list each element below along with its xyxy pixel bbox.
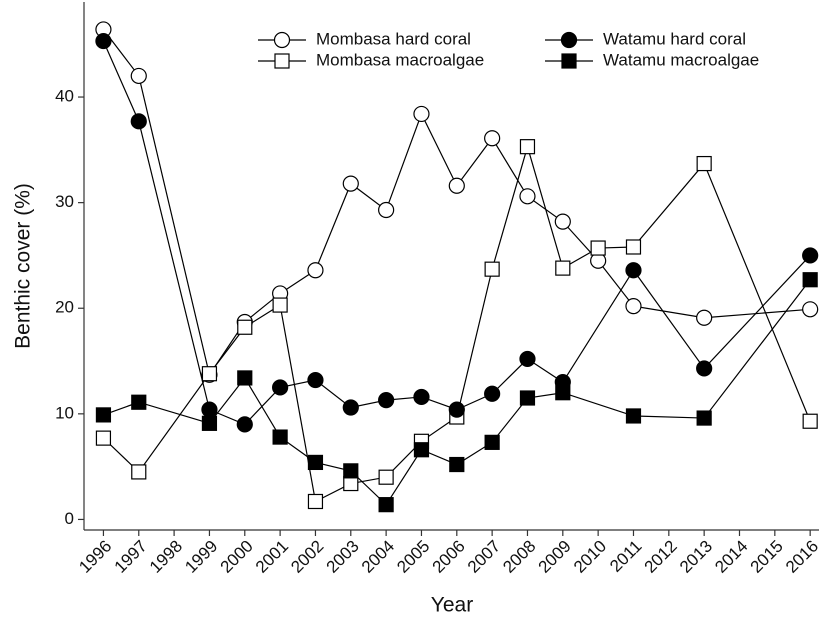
x-tick-label: 2014 xyxy=(711,537,751,577)
x-tick-label: 2010 xyxy=(570,537,610,577)
x-tick-label: 2015 xyxy=(747,537,787,577)
data-point xyxy=(696,155,712,172)
data-point xyxy=(343,463,359,479)
data-point xyxy=(201,401,218,418)
data-point xyxy=(555,385,571,401)
data-point xyxy=(378,469,394,485)
data-point xyxy=(378,392,395,409)
data-point xyxy=(307,493,324,510)
series-line xyxy=(103,279,811,506)
data-point xyxy=(519,188,536,205)
x-tick-label: 1999 xyxy=(181,537,221,577)
data-point xyxy=(484,434,500,450)
data-point xyxy=(696,410,712,426)
x-tick-label: 2009 xyxy=(535,537,575,577)
data-point xyxy=(95,32,112,50)
x-tick-label: 2003 xyxy=(323,537,363,577)
data-point xyxy=(449,456,465,473)
x-tick-label: 2013 xyxy=(676,537,716,577)
data-point xyxy=(802,272,818,288)
legend-marker xyxy=(560,31,578,49)
data-point xyxy=(696,360,713,377)
legend-label: Mombasa hard coral xyxy=(316,29,471,48)
x-tick-label: 2005 xyxy=(393,537,433,577)
data-point xyxy=(625,262,642,279)
data-point xyxy=(131,464,147,480)
data-point xyxy=(342,175,359,192)
data-point xyxy=(625,408,642,424)
data-point xyxy=(343,475,359,492)
y-tick-label: 40 xyxy=(55,87,74,106)
data-point xyxy=(590,240,606,256)
x-tick-label: 2006 xyxy=(429,537,469,577)
data-point xyxy=(484,385,501,402)
data-point xyxy=(448,401,465,418)
data-point xyxy=(342,399,359,416)
y-tick-label: 20 xyxy=(55,298,74,317)
x-tick-label: 2001 xyxy=(252,537,292,577)
data-point xyxy=(554,213,571,230)
legend-label: Mombasa macroalgae xyxy=(316,50,484,69)
data-point xyxy=(519,139,536,155)
data-point xyxy=(130,67,147,85)
legend-label: Watamu hard coral xyxy=(603,29,746,48)
x-tick-label: 2016 xyxy=(782,537,820,577)
data-point xyxy=(272,297,288,313)
data-point xyxy=(237,319,253,335)
data-point xyxy=(378,497,394,513)
data-point xyxy=(802,413,818,429)
x-tick-label: 2000 xyxy=(217,537,257,577)
data-point xyxy=(307,371,324,389)
data-point xyxy=(131,394,147,410)
x-tick-label: 2004 xyxy=(358,537,398,577)
data-point xyxy=(201,366,218,382)
data-point xyxy=(378,201,395,219)
data-point xyxy=(95,407,112,423)
data-point xyxy=(307,454,324,471)
data-point xyxy=(413,388,430,406)
data-point xyxy=(413,442,430,458)
data-point xyxy=(625,298,642,315)
y-tick-label: 10 xyxy=(55,403,74,422)
data-point xyxy=(696,309,713,326)
data-point xyxy=(448,177,465,194)
data-point xyxy=(802,301,819,318)
x-tick-label: 2012 xyxy=(641,537,681,577)
legend-marker xyxy=(273,31,291,49)
data-point xyxy=(802,247,819,264)
x-tick-label: 1997 xyxy=(111,537,151,577)
legend-marker xyxy=(561,53,577,69)
x-tick-label: 2007 xyxy=(464,537,504,577)
data-point xyxy=(236,416,253,433)
x-tick-label: 2011 xyxy=(606,537,645,576)
data-point xyxy=(201,415,218,431)
x-tick-label: 1998 xyxy=(146,537,186,577)
data-point xyxy=(272,429,288,445)
data-point xyxy=(484,130,501,147)
data-point xyxy=(95,430,112,446)
data-point xyxy=(625,239,642,255)
x-tick-label: 2002 xyxy=(287,537,327,577)
legend-marker xyxy=(274,53,290,69)
data-point xyxy=(307,262,324,279)
data-point xyxy=(519,350,536,368)
data-point xyxy=(130,113,147,130)
legend-label: Watamu macroalgae xyxy=(603,50,759,69)
data-point xyxy=(519,390,536,406)
data-point xyxy=(413,105,430,123)
x-axis-label: Year xyxy=(431,594,473,617)
x-tick-label: 2008 xyxy=(499,537,539,577)
x-tick-label: 1996 xyxy=(75,537,115,577)
y-tick-label: 30 xyxy=(55,192,74,211)
y-axis-label: Benthic cover (%) xyxy=(12,183,35,349)
series-line xyxy=(102,40,811,426)
data-point xyxy=(272,379,289,396)
data-point xyxy=(484,261,500,277)
data-point xyxy=(555,260,571,276)
data-point xyxy=(237,370,253,386)
y-tick-label: 0 xyxy=(65,509,74,528)
